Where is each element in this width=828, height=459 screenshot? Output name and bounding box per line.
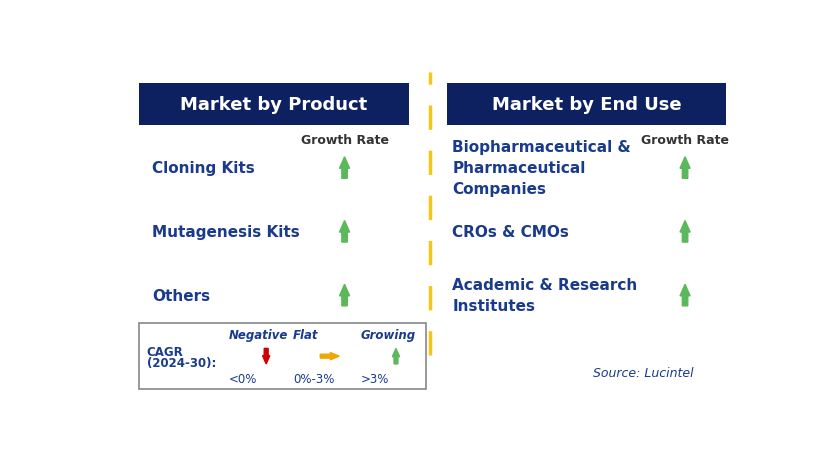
Text: Cloning Kits: Cloning Kits	[152, 161, 254, 176]
Text: Negative: Negative	[229, 328, 288, 341]
Text: CROs & CMOs: CROs & CMOs	[452, 224, 569, 239]
FancyArrow shape	[262, 349, 269, 364]
FancyArrow shape	[320, 353, 339, 360]
Text: Growing: Growing	[360, 328, 415, 341]
Text: Academic & Research
Institutes: Academic & Research Institutes	[452, 277, 637, 313]
FancyArrow shape	[339, 221, 349, 242]
Text: Market by Product: Market by Product	[180, 95, 367, 113]
Bar	[139, 324, 426, 389]
Text: Mutagenesis Kits: Mutagenesis Kits	[152, 224, 299, 239]
Text: 0%-3%: 0%-3%	[293, 373, 335, 386]
Text: Flat: Flat	[293, 328, 318, 341]
Bar	[139, 84, 408, 126]
FancyArrow shape	[392, 349, 399, 364]
Text: >3%: >3%	[360, 373, 388, 386]
Text: CAGR: CAGR	[147, 345, 183, 358]
Text: Biopharmaceutical &
Pharmaceutical
Companies: Biopharmaceutical & Pharmaceutical Compa…	[452, 140, 630, 196]
FancyArrow shape	[679, 285, 689, 306]
Text: Others: Others	[152, 288, 209, 303]
FancyArrow shape	[339, 285, 349, 306]
FancyArrow shape	[679, 221, 689, 242]
FancyArrow shape	[679, 157, 689, 179]
Text: Market by End Use: Market by End Use	[491, 95, 681, 113]
Bar	[447, 84, 724, 126]
Text: Growth Rate: Growth Rate	[301, 134, 388, 146]
Text: <0%: <0%	[229, 373, 257, 386]
Text: (2024-30):: (2024-30):	[147, 356, 216, 369]
Text: Growth Rate: Growth Rate	[640, 134, 728, 146]
FancyArrow shape	[339, 157, 349, 179]
Text: Source: Lucintel: Source: Lucintel	[592, 367, 693, 380]
